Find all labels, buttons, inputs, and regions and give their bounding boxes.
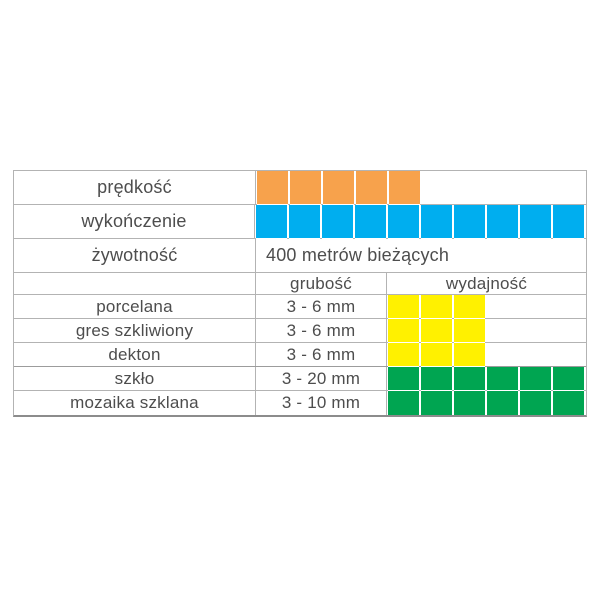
material-thickness: 3 - 20 mm [281, 368, 361, 388]
rating-square-orange [290, 171, 321, 205]
rating-square-yellow [421, 319, 452, 343]
rating-square-yellow [421, 295, 452, 319]
rating-square-yellow [454, 343, 485, 367]
rating-square-yellow [388, 319, 419, 343]
lifetime-row: żywotność 400 metrów bieżących [14, 239, 586, 273]
product-spec-table: prędkość wykończenie żywotność 400 metrów b… [13, 170, 587, 417]
material-thickness: 3 - 6 mm [286, 320, 356, 340]
material-row-3: dekton 3 - 6 mm [14, 343, 586, 367]
lifetime-label: żywotność [14, 239, 256, 272]
lifetime-value: 400 metrów bieżących [266, 245, 450, 265]
material-row-4: szkło 3 - 20 mm [14, 367, 586, 391]
rating-square-blue [256, 205, 287, 239]
material-efficiency-cell [387, 319, 586, 343]
material-name-label: gres szkliwiony [75, 320, 194, 340]
rating-square-orange [389, 171, 420, 205]
rating-row-2-cell [255, 205, 586, 239]
rating-square-green [487, 367, 518, 391]
material-efficiency-squares [387, 343, 487, 367]
rating-square-green [388, 367, 419, 391]
rating-square-blue [421, 205, 452, 239]
material-row-2: gres szkliwiony 3 - 6 mm [14, 319, 586, 343]
rating-square-green [520, 391, 551, 415]
material-name-label: porcelana [96, 296, 173, 316]
material-thickness: 3 - 6 mm [286, 296, 356, 316]
header-efficiency: wydajność [445, 273, 528, 293]
rating-square-green [454, 367, 485, 391]
material-name-label: dekton [108, 344, 161, 364]
material-thickness-cell: 3 - 6 mm [256, 343, 387, 366]
rating-square-orange [257, 171, 288, 205]
material-efficiency-cell [387, 367, 586, 391]
lifetime-label-label: żywotność [91, 245, 178, 265]
rating-row-label: prędkość [14, 171, 256, 204]
rating-square-green [553, 367, 584, 391]
header-thickness: grubość [256, 273, 387, 294]
rating-square-yellow [454, 319, 485, 343]
rating-row-2-squares [255, 205, 586, 239]
rating-row-1: prędkość [14, 171, 586, 205]
material-name-label: mozaika szklana [70, 393, 199, 412]
rating-row-label-label: wykończenie [81, 211, 187, 231]
rating-square-yellow [388, 295, 419, 319]
material-thickness-cell: 3 - 10 mm [256, 391, 387, 415]
rating-square-blue [454, 205, 485, 239]
material-name-label: szkło [114, 368, 155, 388]
rating-square-yellow [388, 343, 419, 367]
material-efficiency-cell [387, 391, 586, 415]
material-row-5: mozaika szklana 3 - 10 mm [14, 391, 586, 415]
rating-square-green [553, 391, 584, 415]
rating-row-1-squares [256, 171, 422, 205]
rating-square-green [421, 367, 452, 391]
material-efficiency-squares [387, 391, 586, 415]
material-efficiency-squares [387, 295, 487, 319]
rating-square-green [454, 391, 485, 415]
rating-square-blue [487, 205, 518, 239]
header-thickness-label: grubość [290, 273, 352, 293]
material-thickness-cell: 3 - 6 mm [256, 295, 387, 318]
rating-square-orange [356, 171, 387, 205]
rating-square-green [388, 391, 419, 415]
material-name: porcelana [14, 295, 256, 318]
rating-square-blue [553, 205, 584, 239]
rating-square-yellow [421, 343, 452, 367]
material-name: dekton [14, 343, 256, 366]
material-efficiency-cell [387, 343, 586, 367]
material-thickness: 3 - 10 mm [281, 393, 361, 412]
rating-square-yellow [454, 295, 485, 319]
material-thickness-cell: 3 - 20 mm [256, 367, 387, 390]
rating-square-green [421, 391, 452, 415]
material-efficiency-squares [387, 319, 487, 343]
lifetime-value-cell: 400 metrów bieżących [256, 239, 586, 272]
rating-square-blue [289, 205, 320, 239]
header-empty-cell [14, 273, 256, 294]
material-name: gres szkliwiony [14, 319, 256, 342]
material-efficiency-cell [387, 295, 586, 319]
rating-row-label: wykończenie [14, 205, 255, 238]
rating-square-blue [355, 205, 386, 239]
material-efficiency-squares [387, 367, 586, 391]
rating-row-2: wykończenie [14, 205, 586, 239]
rating-square-blue [388, 205, 419, 239]
column-header-row: grubość wydajność [14, 273, 586, 295]
material-thickness: 3 - 6 mm [286, 344, 356, 364]
material-name: szkło [14, 367, 256, 390]
header-efficiency-cell: wydajność [387, 273, 586, 294]
material-name: mozaika szklana [14, 391, 256, 415]
rating-square-orange [323, 171, 354, 205]
rating-square-blue [322, 205, 353, 239]
material-thickness-cell: 3 - 6 mm [256, 319, 387, 342]
rating-square-green [487, 391, 518, 415]
rating-row-label-label: prędkość [97, 177, 172, 197]
material-row-1: porcelana 3 - 6 mm [14, 295, 586, 319]
rating-square-blue [520, 205, 551, 239]
rating-square-green [520, 367, 551, 391]
rating-row-1-cell [256, 171, 586, 205]
